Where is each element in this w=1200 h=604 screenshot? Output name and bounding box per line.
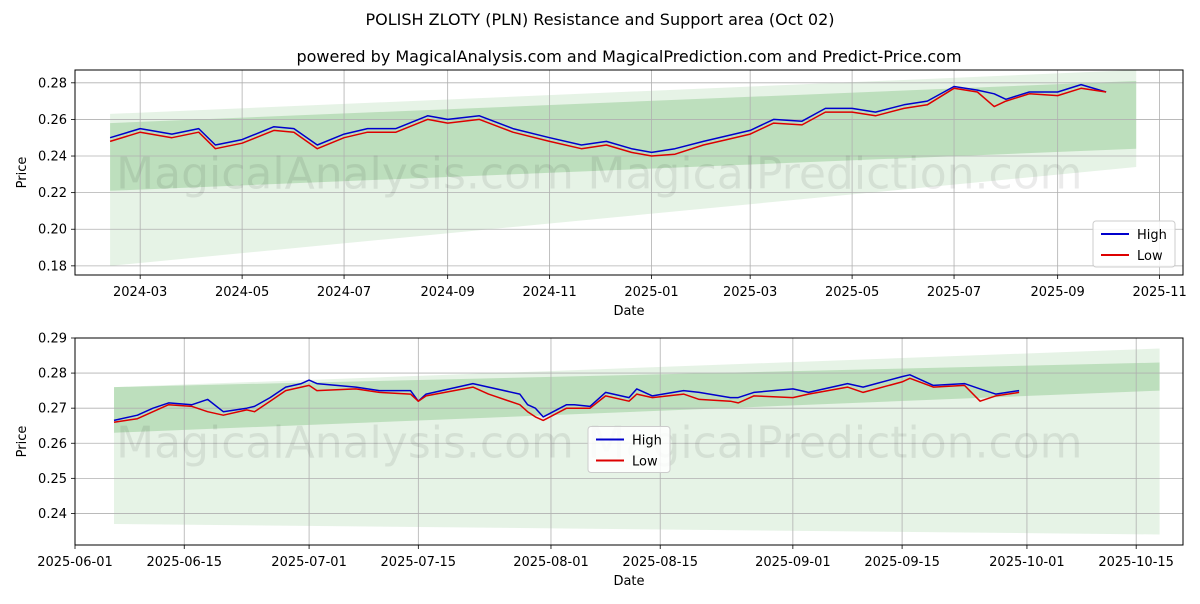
x-tick-label: 2025-06-15 (146, 555, 222, 570)
watermark-text: MagicalPrediction.com (588, 149, 1083, 200)
y-tick-label: 0.22 (38, 186, 67, 201)
x-tick-label: 2025-09 (1030, 285, 1084, 300)
y-axis-label: Price (15, 157, 30, 189)
legend-label-high: High (1137, 228, 1167, 243)
y-tick-label: 0.24 (38, 150, 67, 165)
y-tick-label: 0.29 (38, 332, 67, 347)
series-line-high (109, 83, 1107, 154)
legend-label-low: Low (1137, 249, 1163, 264)
legend: High Low (587, 426, 671, 473)
x-axis-label: Date (613, 574, 644, 589)
y-tick-label: 0.24 (38, 507, 67, 522)
y-tick-label: 0.28 (38, 367, 67, 382)
chart-title: POLISH ZLOTY (PLN) Resistance and Suppor… (366, 10, 835, 29)
x-tick-label: 2024-09 (421, 285, 475, 300)
x-tick-label: 2025-03 (723, 285, 777, 300)
x-tick-label: 2024-03 (113, 285, 167, 300)
x-tick-label: 2025-06-01 (37, 555, 113, 570)
y-axis-label: Price (15, 426, 30, 458)
legend-label-high: High (632, 434, 662, 449)
y-tick-label: 0.28 (38, 76, 67, 91)
series-line-low (113, 377, 1020, 423)
x-tick-label: 2025-08-15 (622, 555, 698, 570)
x-axis-label: Date (613, 304, 644, 319)
y-tick-label: 0.25 (38, 472, 67, 487)
x-tick-label: 2025-09-01 (755, 555, 831, 570)
legend-label-low: Low (632, 455, 658, 470)
x-tick-label: 2025-08-01 (513, 555, 589, 570)
y-tick-label: 0.26 (38, 113, 67, 128)
watermark-text: MagicalAnalysis.com (116, 418, 574, 469)
x-tick-label: 2024-07 (317, 285, 371, 300)
outer-band (110, 70, 1137, 266)
y-tick-label: 0.27 (38, 402, 67, 417)
x-tick-label: 2025-07-01 (271, 555, 347, 570)
chart-subtitle: powered by MagicalAnalysis.com and Magic… (296, 47, 961, 66)
y-tick-label: 0.18 (38, 259, 67, 274)
y-tick-label: 0.20 (38, 223, 67, 238)
x-tick-label: 2025-10-01 (989, 555, 1065, 570)
legend: High Low (1092, 220, 1176, 268)
y-tick-label: 0.26 (38, 437, 67, 452)
inner-band (114, 362, 1160, 433)
x-tick-label: 2025-11 (1132, 285, 1186, 300)
x-tick-label: 2025-09-15 (864, 555, 940, 570)
x-tick-label: 2025-01 (624, 285, 678, 300)
top-chart: 2024-03 2024-05 2024-07 2024-09 2024-11 2025-… (15, 69, 1187, 319)
bottom-chart: 2025-06-01 2025-06-15 2025-07-01 2025-07-15… (15, 332, 1184, 589)
inner-band (110, 80, 1137, 191)
x-tick-label: 2025-07 (927, 285, 981, 300)
x-tick-label: 2025-10-15 (1098, 555, 1174, 570)
series-line-high (113, 374, 1020, 422)
x-tick-label: 2025-05 (825, 285, 879, 300)
watermark-text: MagicalAnalysis.com (116, 149, 574, 200)
x-tick-label: 2025-07-15 (381, 555, 457, 570)
x-tick-label: 2024-11 (522, 285, 576, 300)
series-line-low (109, 87, 1107, 157)
plot-frame (74, 337, 1184, 546)
plot-frame (74, 69, 1184, 276)
x-tick-label: 2024-05 (215, 285, 269, 300)
